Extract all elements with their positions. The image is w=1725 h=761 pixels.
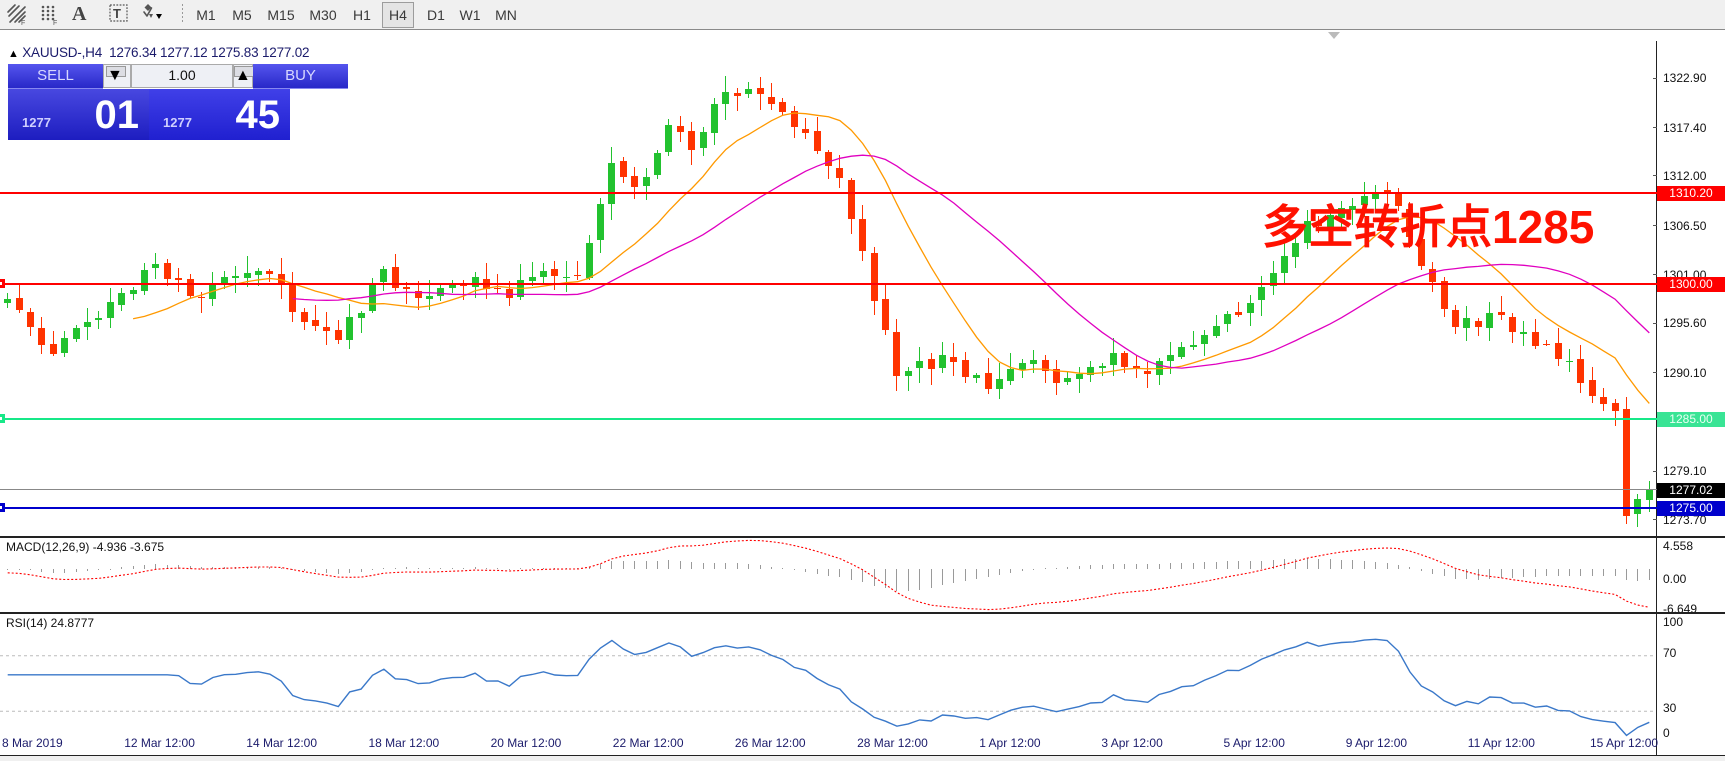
svg-text:F: F [53, 20, 57, 27]
svg-text:F: F [21, 20, 25, 27]
svg-text:T: T [113, 6, 121, 21]
